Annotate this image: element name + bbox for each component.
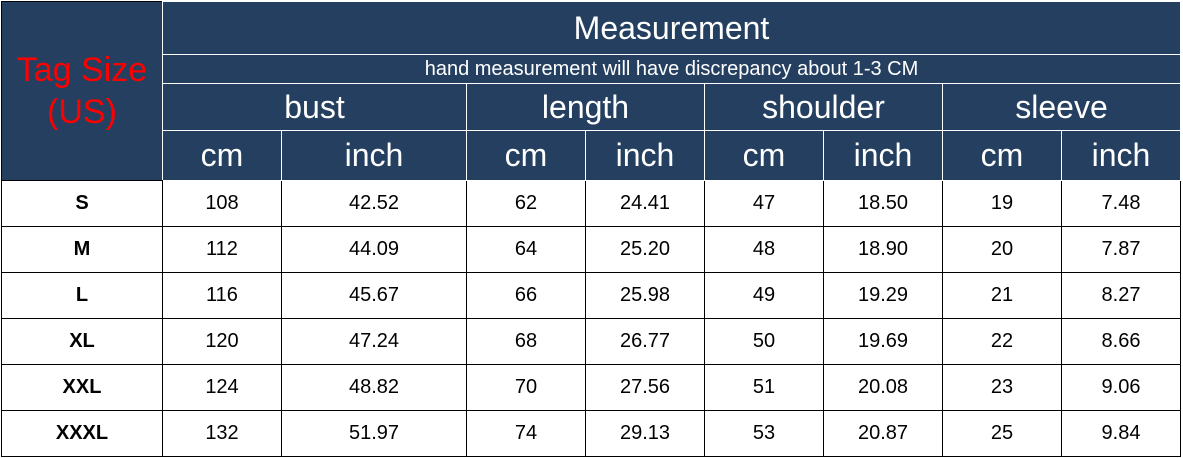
value-cell: 8.27 bbox=[1061, 272, 1181, 319]
value-cell: 53 bbox=[704, 410, 824, 457]
value-cell: 51 bbox=[704, 364, 824, 411]
value-cell: 20.08 bbox=[823, 364, 943, 411]
value-cell: 20.87 bbox=[823, 410, 943, 457]
value-cell: 112 bbox=[162, 226, 282, 273]
unit-header: cm bbox=[162, 130, 282, 181]
value-cell: 44.09 bbox=[281, 226, 467, 273]
unit-header: inch bbox=[823, 130, 943, 181]
value-cell: 18.90 bbox=[823, 226, 943, 273]
value-cell: 18.50 bbox=[823, 180, 943, 227]
value-cell: 47.24 bbox=[281, 318, 467, 365]
value-cell: 48 bbox=[704, 226, 824, 273]
value-cell: 48.82 bbox=[281, 364, 467, 411]
value-cell: 62 bbox=[466, 180, 586, 227]
tag-size-header: Tag Size (US) bbox=[1, 1, 163, 181]
size-cell: XL bbox=[1, 318, 163, 365]
value-cell: 64 bbox=[466, 226, 586, 273]
value-cell: 25.20 bbox=[585, 226, 705, 273]
value-cell: 74 bbox=[466, 410, 586, 457]
value-cell: 70 bbox=[466, 364, 586, 411]
value-cell: 24.41 bbox=[585, 180, 705, 227]
value-cell: 124 bbox=[162, 364, 282, 411]
value-cell: 68 bbox=[466, 318, 586, 365]
unit-header: inch bbox=[1061, 130, 1181, 181]
value-cell: 7.87 bbox=[1061, 226, 1181, 273]
table-row: XL 120 47.24 68 26.77 50 19.69 22 8.66 bbox=[1, 318, 1181, 365]
value-cell: 9.06 bbox=[1061, 364, 1181, 411]
table-row: XXL 124 48.82 70 27.56 51 20.08 23 9.06 bbox=[1, 364, 1181, 411]
value-cell: 120 bbox=[162, 318, 282, 365]
value-cell: 108 bbox=[162, 180, 282, 227]
value-cell: 19 bbox=[942, 180, 1062, 227]
table-row: XXXL 132 51.97 74 29.13 53 20.87 25 9.84 bbox=[1, 410, 1181, 457]
size-cell: L bbox=[1, 272, 163, 319]
size-cell: M bbox=[1, 226, 163, 273]
value-cell: 27.56 bbox=[585, 364, 705, 411]
value-cell: 47 bbox=[704, 180, 824, 227]
unit-header: inch bbox=[281, 130, 467, 181]
value-cell: 116 bbox=[162, 272, 282, 319]
value-cell: 45.67 bbox=[281, 272, 467, 319]
group-shoulder: shoulder bbox=[704, 83, 943, 131]
size-cell: S bbox=[1, 180, 163, 227]
unit-header: cm bbox=[704, 130, 824, 181]
value-cell: 9.84 bbox=[1061, 410, 1181, 457]
value-cell: 51.97 bbox=[281, 410, 467, 457]
value-cell: 8.66 bbox=[1061, 318, 1181, 365]
value-cell: 26.77 bbox=[585, 318, 705, 365]
table-row: M 112 44.09 64 25.20 48 18.90 20 7.87 bbox=[1, 226, 1181, 273]
value-cell: 19.29 bbox=[823, 272, 943, 319]
value-cell: 50 bbox=[704, 318, 824, 365]
group-length: length bbox=[466, 83, 705, 131]
value-cell: 20 bbox=[942, 226, 1062, 273]
value-cell: 49 bbox=[704, 272, 824, 319]
table-row: S 108 42.52 62 24.41 47 18.50 19 7.48 bbox=[1, 180, 1181, 227]
value-cell: 22 bbox=[942, 318, 1062, 365]
group-sleeve: sleeve bbox=[942, 83, 1181, 131]
size-cell: XXL bbox=[1, 364, 163, 411]
size-cell: XXXL bbox=[1, 410, 163, 457]
value-cell: 42.52 bbox=[281, 180, 467, 227]
value-cell: 25 bbox=[942, 410, 1062, 457]
value-cell: 21 bbox=[942, 272, 1062, 319]
unit-header: inch bbox=[585, 130, 705, 181]
value-cell: 19.69 bbox=[823, 318, 943, 365]
value-cell: 66 bbox=[466, 272, 586, 319]
table-row: L 116 45.67 66 25.98 49 19.29 21 8.27 bbox=[1, 272, 1181, 319]
value-cell: 25.98 bbox=[585, 272, 705, 319]
value-cell: 132 bbox=[162, 410, 282, 457]
value-cell: 7.48 bbox=[1061, 180, 1181, 227]
group-bust: bust bbox=[162, 83, 467, 131]
discrepancy-note: hand measurement will have discrepancy a… bbox=[162, 54, 1181, 84]
unit-header: cm bbox=[466, 130, 586, 181]
value-cell: 23 bbox=[942, 364, 1062, 411]
unit-header: cm bbox=[942, 130, 1062, 181]
value-cell: 29.13 bbox=[585, 410, 705, 457]
measurement-title: Measurement bbox=[162, 1, 1181, 55]
